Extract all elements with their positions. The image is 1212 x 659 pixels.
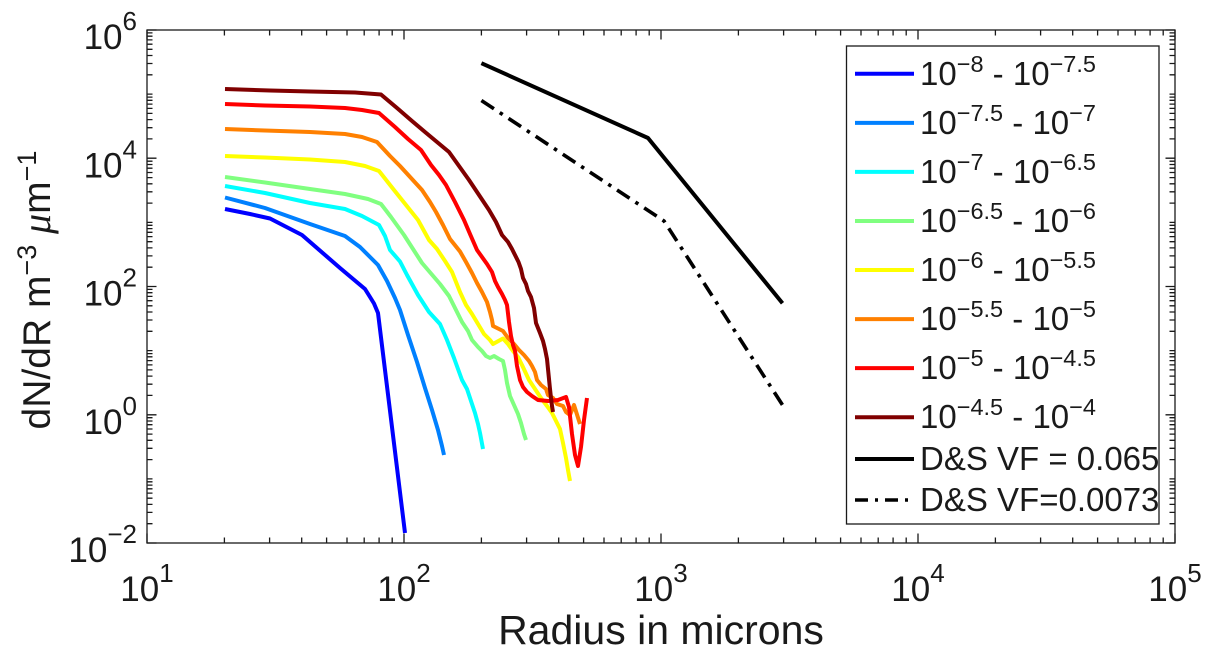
svg-text:D&S VF=0.0073: D&S VF=0.0073 xyxy=(920,481,1159,518)
svg-text:D&S VF = 0.065: D&S VF = 0.065 xyxy=(920,440,1159,477)
svg-text:10−7 - 10−6.5: 10−7 - 10−6.5 xyxy=(920,149,1096,190)
svg-text:10−4.5 - 10−4: 10−4.5 - 10−4 xyxy=(920,394,1096,435)
svg-text:10−5.5 - 10−5: 10−5.5 - 10−5 xyxy=(920,296,1096,337)
svg-text:10−7.5 - 10−7: 10−7.5 - 10−7 xyxy=(920,100,1096,141)
svg-text:dN/dR m−3 μm−1: dN/dR m−3 μm−1 xyxy=(12,151,59,430)
svg-text:10−6.5 - 10−6: 10−6.5 - 10−6 xyxy=(920,198,1096,239)
svg-text:Radius in microns: Radius in microns xyxy=(498,607,824,653)
